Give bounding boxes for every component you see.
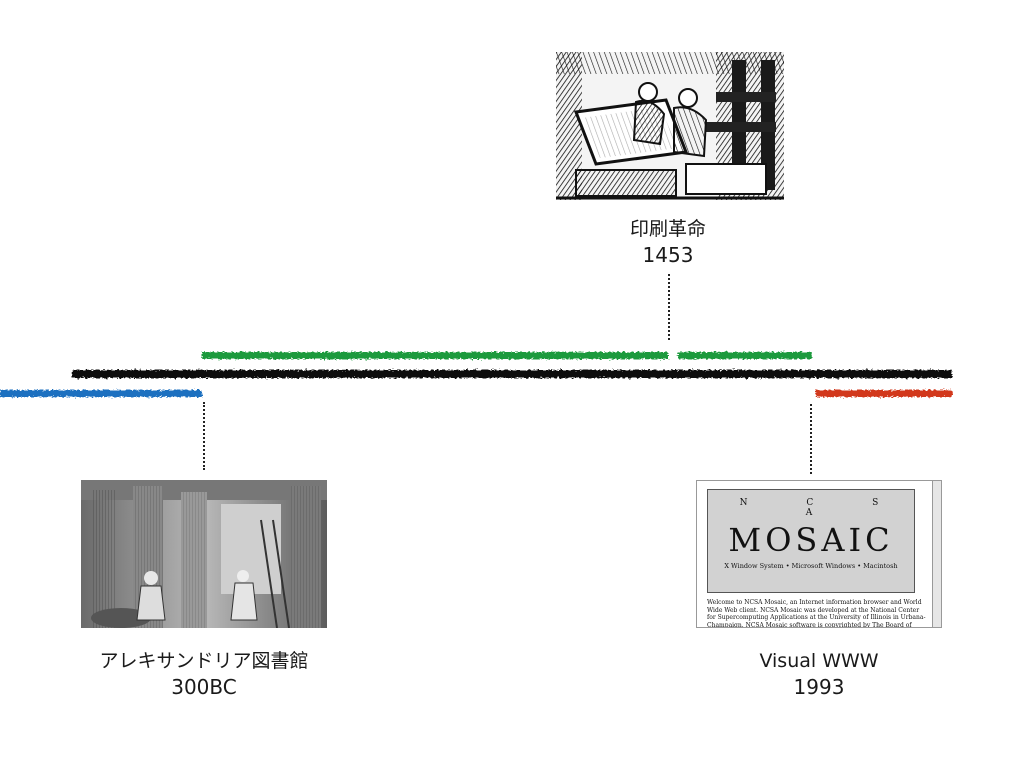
caption-printing-label: 印刷革命	[629, 218, 706, 240]
printing-press-image	[556, 52, 784, 200]
mosaic-letters: N C S A	[739, 498, 907, 518]
caption-mosaic-label: Visual WWW	[759, 650, 879, 672]
timeline-bands	[0, 352, 952, 397]
red-segment	[816, 390, 952, 397]
blue-segment	[0, 390, 202, 397]
connector-alexandria	[203, 402, 205, 470]
main-timeline-line	[72, 370, 952, 378]
caption-printing-year: 1453	[642, 243, 694, 267]
green-segment-right	[678, 352, 812, 359]
printing-press-woodcut-icon	[556, 52, 784, 200]
connector-mosaic	[810, 404, 812, 474]
caption-alexandria-year: 300BC	[171, 675, 237, 699]
caption-mosaic-year: 1993	[793, 675, 845, 699]
ncsa-mosaic-image: N C S A MOSAIC X Window System • Microso…	[696, 480, 942, 628]
alexandria-library-image	[81, 480, 327, 628]
green-segment-left	[202, 352, 668, 359]
caption-alexandria: アレキサンドリア図書館 300BC	[74, 648, 334, 700]
connector-printing	[668, 274, 670, 340]
mosaic-scrollbar[interactable]	[932, 481, 941, 627]
mosaic-body-text: Welcome to NCSA Mosaic, an Internet info…	[707, 599, 926, 628]
mosaic-title: MOSAIC	[728, 521, 894, 559]
caption-mosaic: Visual WWW 1993	[689, 648, 949, 700]
mosaic-banner: N C S A MOSAIC X Window System • Microso…	[707, 489, 915, 593]
caption-alexandria-label: アレキサンドリア図書館	[99, 650, 309, 672]
caption-printing: 印刷革命 1453	[538, 216, 798, 268]
mosaic-platforms: X Window System • Microsoft Windows • Ma…	[724, 562, 898, 570]
library-engraving-icon	[81, 480, 327, 628]
